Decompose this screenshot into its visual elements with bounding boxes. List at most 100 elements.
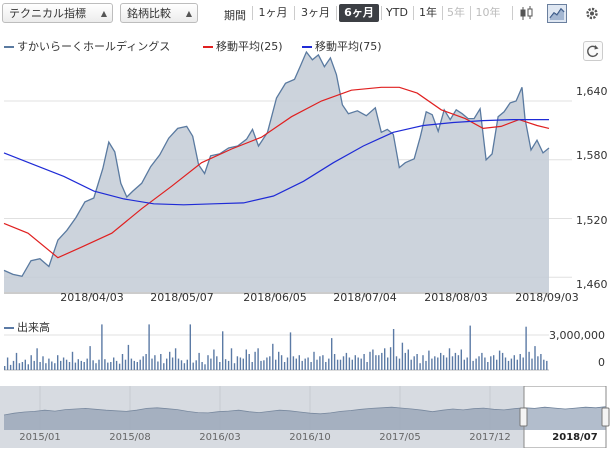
volume-bar <box>546 360 548 370</box>
volume-bar <box>395 356 398 370</box>
volume-bar <box>292 356 295 370</box>
indicator-select[interactable]: テクニカル指標 ▲ <box>2 3 113 23</box>
volume-bar <box>531 358 533 370</box>
compare-select[interactable]: 銘柄比較 ▲ <box>120 3 198 23</box>
navigator-label: 2015/01 <box>19 432 61 443</box>
volume-bar <box>387 357 389 370</box>
x-tick-label: 2018/07/04 <box>333 291 397 304</box>
gear-icon[interactable] <box>582 4 602 23</box>
volume-bar <box>354 355 356 370</box>
volume-bar <box>457 355 460 370</box>
volume-bar <box>378 355 380 370</box>
volume-bar <box>269 356 271 370</box>
volume-bar <box>389 347 392 370</box>
period-6m-button[interactable]: 6ヶ月 <box>339 4 379 22</box>
volume-bar <box>440 352 442 370</box>
left-handle[interactable] <box>519 407 528 427</box>
volume-bar <box>198 352 200 370</box>
volume-swatch <box>4 327 14 329</box>
volume-bar <box>363 354 365 370</box>
navigator-label: 2017/12 <box>469 432 511 443</box>
volume-bar <box>425 360 427 370</box>
volume-bar <box>121 354 124 370</box>
legend-price: すかいらーくホールディングス <box>4 38 170 54</box>
volume-bar <box>239 357 242 370</box>
divider <box>470 6 471 20</box>
divider <box>413 6 414 20</box>
volume-bar <box>410 359 412 370</box>
volume-bar <box>113 357 115 370</box>
navigator-label: 2015/08 <box>109 432 151 443</box>
volume-bar <box>60 360 62 370</box>
chart-toolbar: テクニカル指標 ▲ 銘柄比較 ▲ 期間 1ヶ月 3ヶ月 6ヶ月 YTD 1年 5… <box>0 0 612 28</box>
volume-bar <box>504 357 507 370</box>
volume-bar <box>278 351 280 370</box>
volume-bar <box>174 348 177 370</box>
volume-bar <box>207 355 209 370</box>
volume-bar <box>357 357 359 370</box>
volume-bar <box>313 351 315 370</box>
volume-bar <box>89 346 91 370</box>
volume-bar <box>289 332 292 370</box>
navigator-mask <box>0 386 524 448</box>
volume-bar <box>528 351 530 370</box>
divider <box>512 6 513 20</box>
legend-swatch-ma25 <box>203 46 213 48</box>
legend-ma75-label: 移動平均(75) <box>315 40 382 53</box>
volume-bar <box>57 355 59 370</box>
period-1m-label: 1ヶ月 <box>258 6 288 19</box>
volume-bar <box>401 342 404 370</box>
price-chart[interactable] <box>0 0 612 300</box>
volume-bar <box>472 360 474 370</box>
volume-bar <box>124 359 127 370</box>
volume-bar <box>104 359 106 370</box>
volume-bar <box>463 359 465 370</box>
volume-bar <box>336 359 339 370</box>
period-ytd-button[interactable]: YTD <box>383 4 411 22</box>
volume-bar <box>419 363 421 370</box>
range-navigator[interactable] <box>0 386 612 448</box>
volume-bar <box>160 354 162 370</box>
volume-bar <box>272 343 274 370</box>
volume-bar <box>204 364 206 370</box>
volume-bar <box>39 362 41 370</box>
period-1y-button[interactable]: 1年 <box>416 4 440 22</box>
navigator-area <box>4 406 606 430</box>
period-3m-button[interactable]: 3ヶ月 <box>297 4 334 22</box>
volume-bar <box>216 356 218 370</box>
navigator-label: 2016/03 <box>199 432 241 443</box>
volume-bar <box>434 356 436 370</box>
reset-zoom-button[interactable] <box>583 41 603 61</box>
volume-bar <box>375 355 377 370</box>
divider <box>442 6 443 20</box>
volume-bar <box>219 362 221 370</box>
volume-bar <box>310 362 312 370</box>
volume-bar <box>45 363 47 370</box>
navigator-line <box>3 406 607 416</box>
volume-bar <box>466 357 468 370</box>
right-handle[interactable] <box>601 407 610 427</box>
volume-bar <box>213 349 215 370</box>
volume-bar <box>68 362 71 370</box>
volume-bar <box>460 349 462 370</box>
x-tick-label: 2018/08/03 <box>424 291 488 304</box>
volume-bar <box>325 362 327 370</box>
volume-bar <box>24 359 26 370</box>
candlestick-icon[interactable] <box>517 4 537 23</box>
volume-bar <box>490 356 492 370</box>
volume-bar <box>481 352 483 370</box>
volume-bar <box>242 358 244 370</box>
period-1y-label: 1年 <box>419 6 437 19</box>
navigator-label-selected: 2018/07 <box>552 432 598 443</box>
volume-bar <box>142 356 144 370</box>
volume-bar <box>71 351 74 370</box>
volume-bar <box>251 362 253 370</box>
volume-bar <box>260 360 262 370</box>
volume-bar <box>15 352 18 370</box>
period-1m-button[interactable]: 1ヶ月 <box>255 4 291 22</box>
volume-bar <box>484 357 486 370</box>
period-6m-label: 6ヶ月 <box>344 6 374 19</box>
volume-bar <box>478 356 480 370</box>
volume-bar <box>98 359 100 370</box>
area-chart-icon[interactable] <box>547 4 567 23</box>
